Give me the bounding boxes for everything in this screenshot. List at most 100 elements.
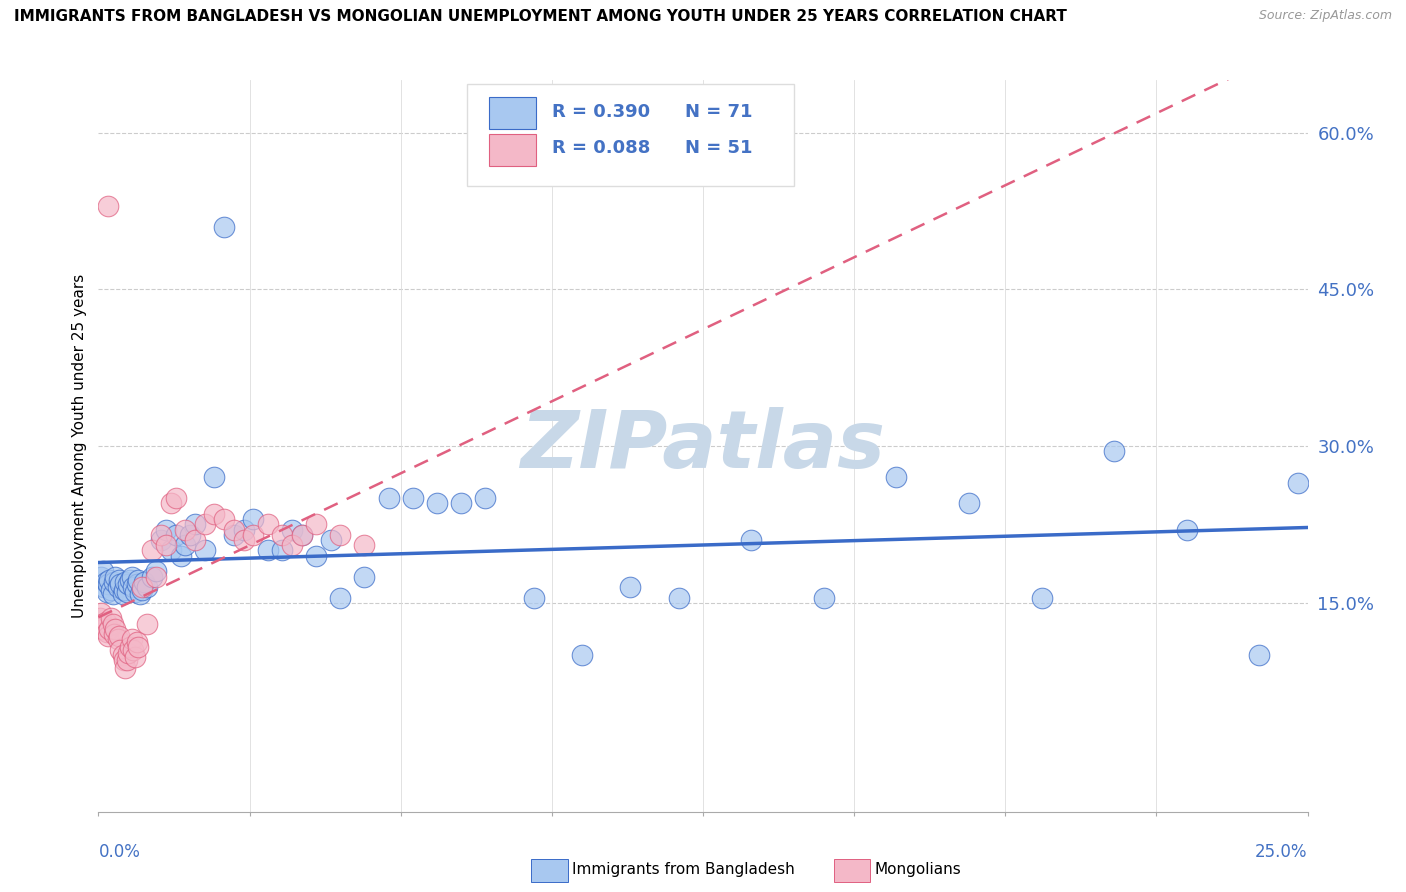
Point: [232, 523, 254, 537]
Point: [118, 640, 141, 654]
Point: [523, 591, 546, 605]
Point: [290, 528, 312, 542]
Point: [108, 642, 131, 657]
Point: [668, 591, 690, 605]
Point: [886, 470, 908, 484]
Point: [96, 585, 118, 599]
Point: [107, 632, 129, 647]
Point: [957, 496, 980, 510]
Point: [90, 569, 112, 583]
Point: [112, 653, 135, 667]
Point: [98, 622, 121, 636]
Point: [117, 653, 139, 667]
Point: [450, 496, 472, 510]
Text: 0.0%: 0.0%: [98, 843, 141, 861]
Point: [271, 543, 294, 558]
Point: [194, 517, 217, 532]
Text: R = 0.390: R = 0.390: [553, 103, 650, 120]
Point: [165, 528, 187, 542]
Point: [103, 627, 125, 641]
Point: [107, 573, 129, 587]
Point: [179, 528, 201, 542]
Point: [96, 625, 118, 640]
Text: R = 0.088: R = 0.088: [553, 139, 650, 157]
Point: [131, 583, 153, 598]
Point: [135, 616, 157, 631]
Point: [118, 573, 141, 587]
Point: [108, 577, 131, 591]
Point: [329, 528, 352, 542]
Point: [169, 549, 191, 563]
Point: [571, 648, 593, 662]
Point: [90, 606, 112, 620]
Point: [134, 574, 156, 589]
Point: [135, 580, 157, 594]
Point: [101, 616, 124, 631]
Point: [107, 580, 129, 594]
FancyBboxPatch shape: [467, 84, 793, 186]
FancyBboxPatch shape: [489, 97, 536, 129]
Point: [155, 538, 177, 552]
Point: [122, 580, 145, 594]
Point: [128, 587, 150, 601]
Point: [1286, 475, 1309, 490]
Point: [305, 549, 328, 563]
Point: [184, 517, 207, 532]
Point: [93, 618, 115, 632]
Point: [94, 615, 117, 629]
Point: [127, 577, 149, 591]
Point: [101, 587, 124, 601]
Point: [319, 533, 342, 547]
Point: [127, 635, 149, 649]
Point: [194, 543, 217, 558]
Point: [353, 569, 375, 583]
Text: N = 71: N = 71: [685, 103, 752, 120]
Point: [204, 470, 226, 484]
Point: [174, 523, 197, 537]
Point: [1031, 591, 1053, 605]
Point: [103, 574, 125, 589]
Point: [329, 591, 352, 605]
Point: [89, 611, 111, 625]
Point: [212, 219, 235, 234]
Point: [117, 646, 139, 660]
Point: [122, 642, 145, 657]
Point: [474, 491, 496, 506]
Point: [813, 591, 835, 605]
Point: [91, 565, 114, 579]
Point: [281, 538, 304, 552]
Point: [124, 585, 146, 599]
FancyBboxPatch shape: [489, 134, 536, 166]
Point: [97, 629, 120, 643]
Point: [1102, 444, 1125, 458]
Point: [97, 199, 120, 213]
Point: [1175, 523, 1198, 537]
Point: [121, 632, 143, 647]
Text: IMMIGRANTS FROM BANGLADESH VS MONGOLIAN UNEMPLOYMENT AMONG YOUTH UNDER 25 YEARS : IMMIGRANTS FROM BANGLADESH VS MONGOLIAN …: [14, 9, 1067, 24]
Point: [141, 543, 163, 558]
Point: [155, 523, 177, 537]
Point: [222, 523, 245, 537]
Point: [114, 660, 136, 674]
Point: [222, 528, 245, 542]
Point: [94, 574, 117, 589]
Point: [107, 629, 129, 643]
Point: [141, 569, 163, 583]
Point: [91, 622, 114, 636]
Point: [426, 496, 449, 510]
Point: [100, 583, 122, 598]
Point: [100, 611, 122, 625]
Point: [232, 533, 254, 547]
Point: [145, 565, 167, 579]
Point: [131, 580, 153, 594]
Y-axis label: Unemployment Among Youth under 25 years: Unemployment Among Youth under 25 years: [72, 274, 87, 618]
Point: [184, 533, 207, 547]
Point: [111, 648, 134, 662]
Point: [740, 533, 762, 547]
Text: 25.0%: 25.0%: [1256, 843, 1308, 861]
Point: [256, 517, 278, 532]
Point: [619, 580, 641, 594]
Point: [212, 512, 235, 526]
Point: [104, 622, 127, 636]
Point: [121, 569, 143, 583]
